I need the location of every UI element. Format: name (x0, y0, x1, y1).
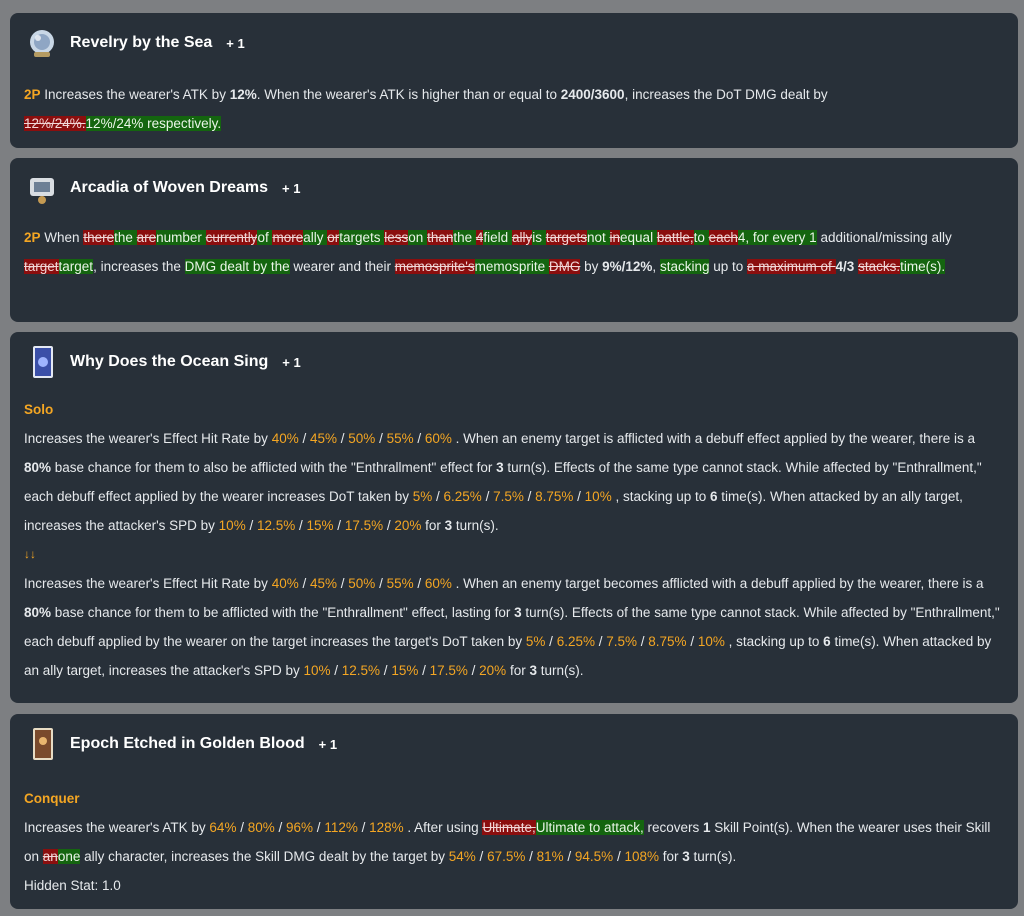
diff-segment: target (24, 259, 59, 274)
ability-description-new: Increases the wearer's Effect Hit Rate b… (24, 576, 1000, 678)
ability-description-old: Increases the wearer's Effect Hit Rate b… (24, 431, 982, 533)
lightcone-card-icon (33, 728, 53, 760)
diff-segment: equal (620, 230, 657, 245)
relic-card-revelry: Revelry by the Sea + 1 2P Increases the … (10, 13, 1018, 148)
diff-segment: memosprite's (394, 259, 475, 274)
relic-shrine-icon (30, 178, 54, 204)
relic-globe-icon (30, 30, 54, 57)
diff-segment: When (44, 230, 84, 245)
diff-segment: number (156, 230, 206, 245)
lightcone-card-ocean: Why Does the Ocean Sing + 1 Solo Increas… (10, 332, 1018, 703)
diff-segment: on (408, 230, 428, 245)
diff-segment: stacking (659, 259, 710, 274)
diff-segment: ally (511, 230, 533, 245)
diff-segment: each (708, 230, 738, 245)
diff-segment: is (532, 230, 546, 245)
diff-segment: of (257, 230, 273, 245)
diff-segment: to (693, 230, 709, 245)
relic-count: + 1 (226, 35, 245, 51)
relic-description: 2P When therethe arenumber currentlyof m… (24, 230, 952, 274)
diff-segment: the (114, 230, 137, 245)
relic-title: Arcadia of Woven Dreams (70, 179, 268, 196)
relic-description: 2P Increases the wearer's ATK by 12%. Wh… (24, 87, 828, 131)
diff-segment: less (384, 230, 409, 245)
diff-segment: ally (303, 230, 328, 245)
diff-segment: DMG (548, 259, 581, 274)
diff-segment: target (58, 259, 94, 274)
diff-segment: targets (545, 230, 587, 245)
diff-segment: additional/missing ally (816, 230, 952, 245)
relic-title: Revelry by the Sea (70, 34, 213, 51)
diff-segment: , increases the (93, 259, 185, 274)
diff-segment: there (83, 230, 115, 245)
lightcone-title: Epoch Etched in Golden Blood (70, 735, 305, 752)
lightcone-count: + 1 (318, 736, 338, 752)
diff-segment: by (580, 259, 603, 274)
diff-segment: currently (205, 230, 258, 245)
lightcone-card-icon (33, 346, 53, 378)
lightcone-title: Why Does the Ocean Sing (70, 353, 269, 370)
diff-segment: up to (709, 259, 747, 274)
diff-segment: memosprite (474, 259, 549, 274)
diff-segment: time(s). (900, 259, 946, 274)
hidden-stat: Hidden Stat: 1.0 (24, 878, 121, 893)
relic-card-arcadia: Arcadia of Woven Dreams + 1 2P When ther… (10, 158, 1018, 322)
ability-label: Solo (24, 402, 54, 417)
diff-segment: wearer and their (289, 259, 395, 274)
diff-segment: in (609, 230, 621, 245)
diff-segment: more (272, 230, 304, 245)
diff-segment: than (427, 230, 454, 245)
diff-segment: the (453, 230, 476, 245)
diff-segment: not (586, 230, 610, 245)
lightcone-card-epoch: Epoch Etched in Golden Blood + 1 Conquer… (10, 714, 1018, 909)
diff-segment: field (483, 230, 512, 245)
diff-segment: a maximum of (747, 259, 836, 274)
diff-segment: are (136, 230, 157, 245)
lightcone-count: + 1 (282, 354, 301, 370)
diff-segment: targets (339, 230, 385, 245)
ability-description: Increases the wearer's ATK by 64% / 80% … (24, 820, 991, 864)
change-arrows: ↓↓ (24, 547, 36, 561)
diff-segment: DMG dealt by the (184, 259, 290, 274)
diff-segment: 4 (475, 230, 484, 245)
diff-segment: , (652, 259, 660, 274)
diff-segment: 9%/12% (602, 259, 653, 274)
diff-segment: or (327, 230, 340, 245)
diff-segment: 4, for every 1 (737, 230, 817, 245)
diff-segment: battle, (656, 230, 694, 245)
relic-count: + 1 (282, 180, 301, 196)
ability-label: Conquer (24, 791, 80, 806)
diff-segment: stacks. (858, 259, 901, 274)
diff-segment: 4/3 (835, 259, 855, 274)
